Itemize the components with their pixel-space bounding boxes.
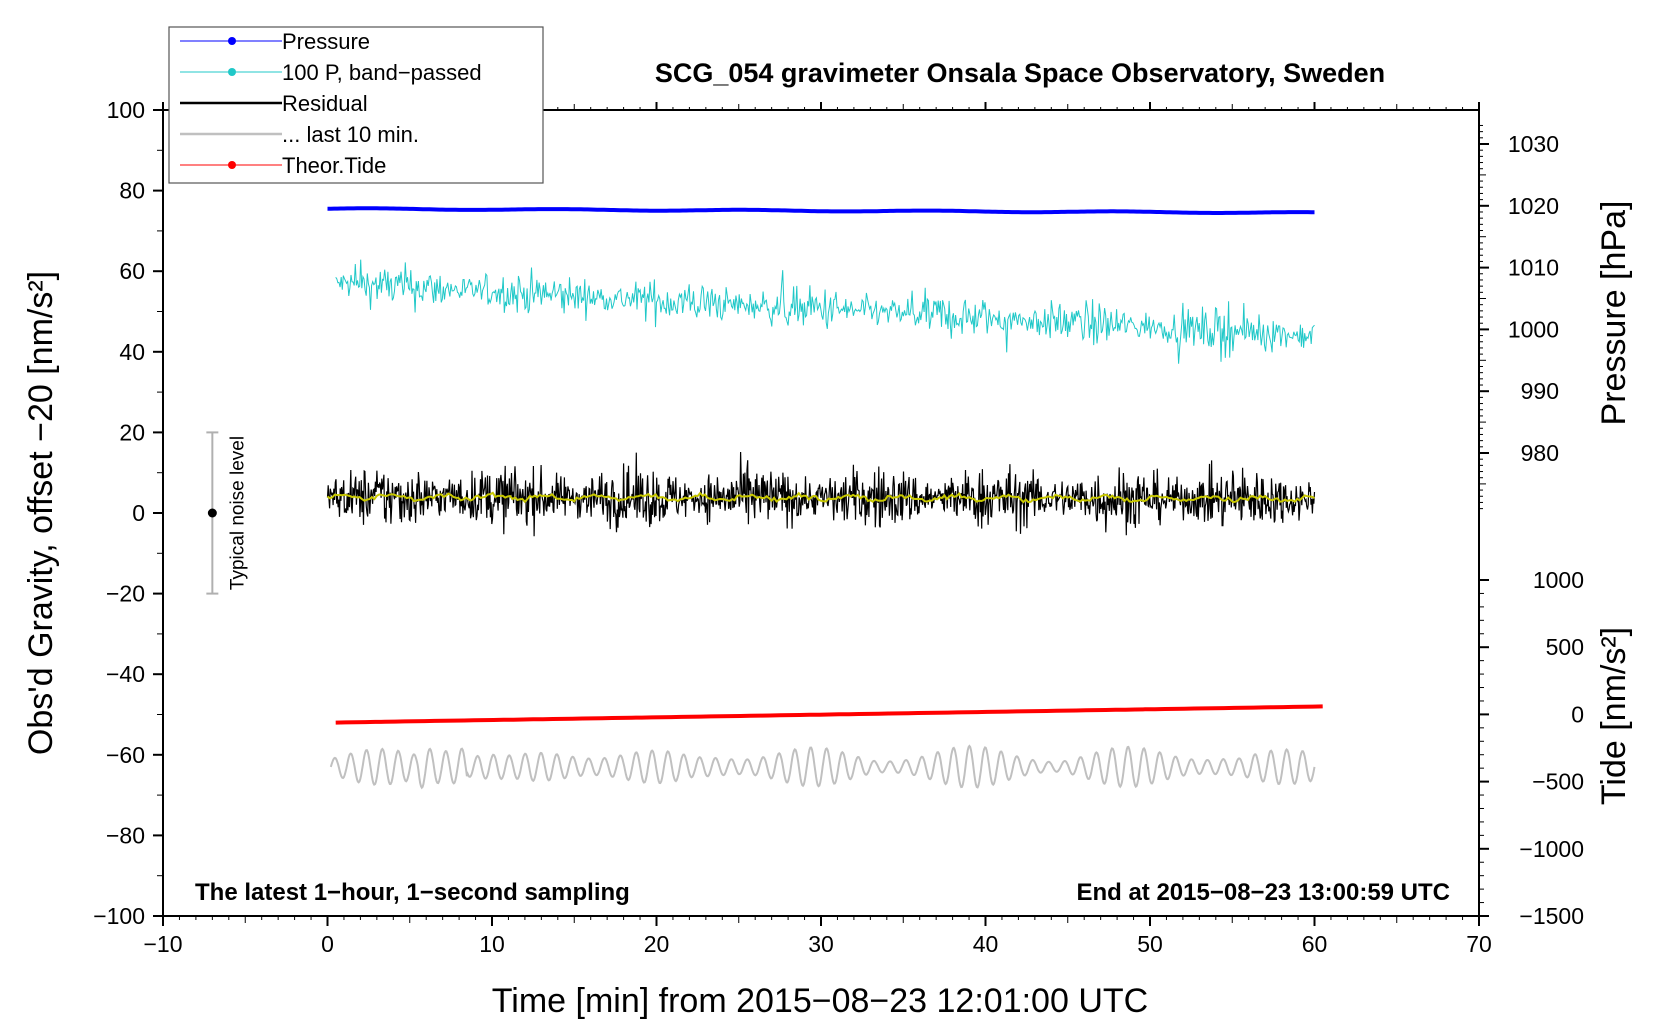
pressure-tick-label: 990 [1521, 378, 1559, 404]
series-residual-smoothed [326, 491, 1315, 504]
legend-marker [228, 37, 236, 45]
y-tick-label: 0 [132, 500, 145, 526]
chart-title: SCG_054 gravimeter Onsala Space Observat… [655, 58, 1385, 88]
legend-marker [228, 68, 236, 76]
pressure-tick-label: 1020 [1508, 193, 1559, 219]
y-tick-label: 80 [119, 178, 145, 204]
y-tick-label: 60 [119, 258, 145, 284]
y-tick-label: −40 [106, 661, 145, 687]
series-last-10-min [329, 744, 1316, 790]
series-residual [326, 451, 1316, 537]
y-tick-label: −60 [106, 742, 145, 768]
y-tick-label: −20 [106, 581, 145, 607]
y-axis-label-tide: Tide [nm/s²] [1595, 627, 1633, 805]
series-theor-tide [335, 704, 1323, 725]
noise-center-dot [207, 508, 217, 518]
y-tick-label: −100 [93, 903, 145, 929]
legend-label: Theor.Tide [282, 153, 386, 178]
x-tick-label: 0 [321, 931, 334, 957]
noise-level-label: Typical noise level [227, 436, 248, 590]
tide-tick-label: −1500 [1519, 903, 1584, 929]
y-axis-label-left: Obs'd Gravity, offset −20 [nm/s²] [22, 271, 60, 755]
pressure-tick-label: 1010 [1508, 255, 1559, 281]
pressure-tick-label: 1000 [1508, 316, 1559, 342]
tide-tick-label: 500 [1546, 634, 1584, 660]
x-tick-label: 40 [973, 931, 999, 957]
x-tick-label: 70 [1466, 931, 1492, 957]
legend-label: ... last 10 min. [282, 122, 419, 147]
tide-tick-label: 0 [1571, 701, 1584, 727]
legend: Pressure 100 P, band−passed Residual ... la… [168, 26, 544, 184]
legend-label: Residual [282, 91, 368, 116]
x-tick-label: 10 [479, 931, 505, 957]
x-tick-label: −10 [143, 931, 182, 957]
pressure-tick-label: 980 [1521, 440, 1559, 466]
legend-label: 100 P, band−passed [282, 60, 482, 85]
series-bandpassed [335, 259, 1315, 364]
tide-tick-label: −500 [1532, 769, 1584, 795]
x-tick-label: 60 [1302, 931, 1328, 957]
y-tick-label: −80 [106, 822, 145, 848]
tide-tick-label: 1000 [1533, 567, 1584, 593]
x-tick-label: 50 [1137, 931, 1163, 957]
pressure-tick-label: 1030 [1508, 131, 1559, 157]
legend-marker [228, 161, 236, 169]
x-axis-label: Time [min] from 2015−08−23 12:01:00 UTC [492, 982, 1148, 1020]
annotation-right: End at 2015−08−23 13:00:59 UTC [1076, 879, 1450, 906]
x-tick-label: 20 [644, 931, 670, 957]
y-axis-label-pressure: Pressure [hPa] [1595, 201, 1633, 426]
legend-box [168, 26, 544, 184]
y-tick-label: 40 [119, 339, 145, 365]
tide-tick-label: −1000 [1519, 836, 1584, 862]
x-tick-label: 30 [808, 931, 834, 957]
annotation-left: The latest 1−hour, 1−second sampling [195, 879, 630, 906]
y-tick-label: 20 [119, 419, 145, 445]
legend-label: Pressure [282, 29, 370, 54]
y-tick-label: 100 [107, 97, 145, 123]
series-pressure [327, 206, 1315, 215]
